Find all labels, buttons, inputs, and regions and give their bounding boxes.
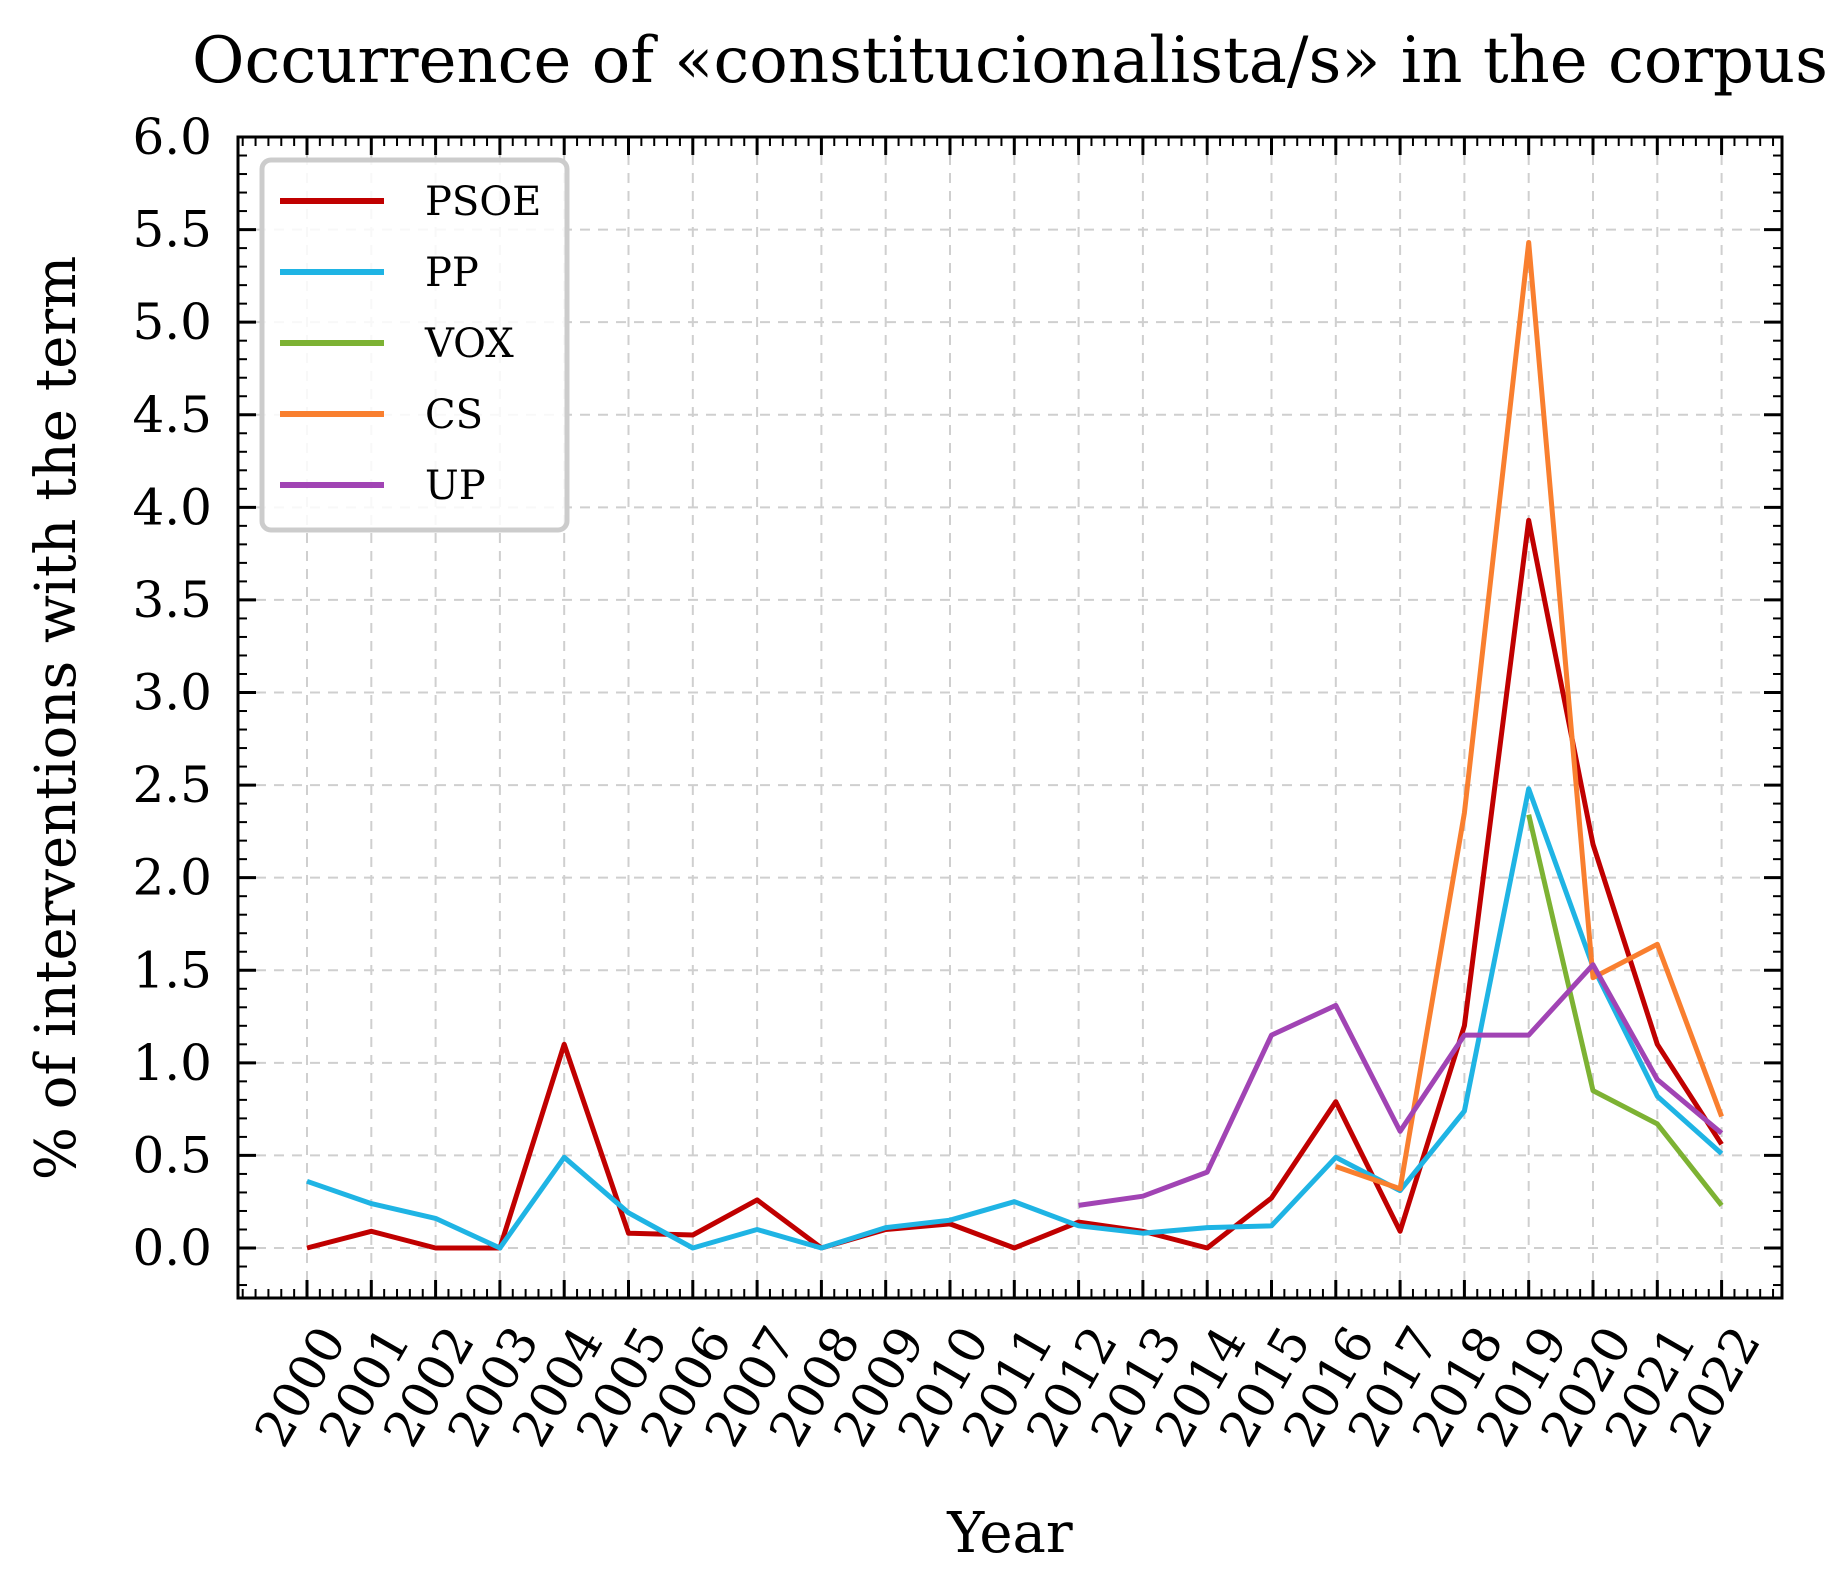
y-axis-label: % of interventions with the term [24,256,89,1180]
y-tick-label: 2.0 [132,849,212,907]
legend: PSOE PP VOX CS UP [259,157,570,533]
series-line-pp [306,786,1724,1251]
y-tick-label: 0.0 [132,1219,212,1277]
legend-label: CS [425,392,483,438]
legend-box [259,157,570,533]
legend-label: PSOE [425,179,541,225]
y-tick-label: 4.5 [132,386,212,444]
series-line-vox [1526,814,1724,1207]
y-tick-label: 1.5 [132,941,212,999]
y-tick-label: 0.5 [132,1126,212,1184]
y-tick-label: 5.0 [132,293,212,351]
y-tick-label: 1.0 [132,1034,212,1092]
series-line-psoe [306,517,1724,1251]
x-tick-labels: 2000200120022003200420052006200720082009… [244,1317,1772,1456]
y-tick-label: 3.0 [132,664,212,722]
x-axis-label: Year [946,1501,1073,1566]
series-lines [306,240,1724,1251]
y-tick-label: 6.0 [132,108,212,166]
legend-label: PP [425,250,479,296]
legend-label: UP [425,463,486,509]
y-tick-label: 2.5 [132,756,212,814]
y-tick-labels: 0.0 0.5 1.0 1.5 2.0 2.5 3.0 3.5 4.0 4.5 5.0 5.5 6.0 [132,108,212,1277]
series-line-cs [1334,240,1724,1192]
y-tick-label: 3.5 [132,571,212,629]
y-tick-label: 4.0 [132,478,212,536]
series-line-up [1078,962,1724,1208]
chart-title: Occurrence of «constitucionalista/s» in … [192,24,1828,98]
legend-label: VOX [424,321,514,367]
plot-frame [236,135,1784,1300]
y-tick-label: 5.5 [132,201,212,259]
